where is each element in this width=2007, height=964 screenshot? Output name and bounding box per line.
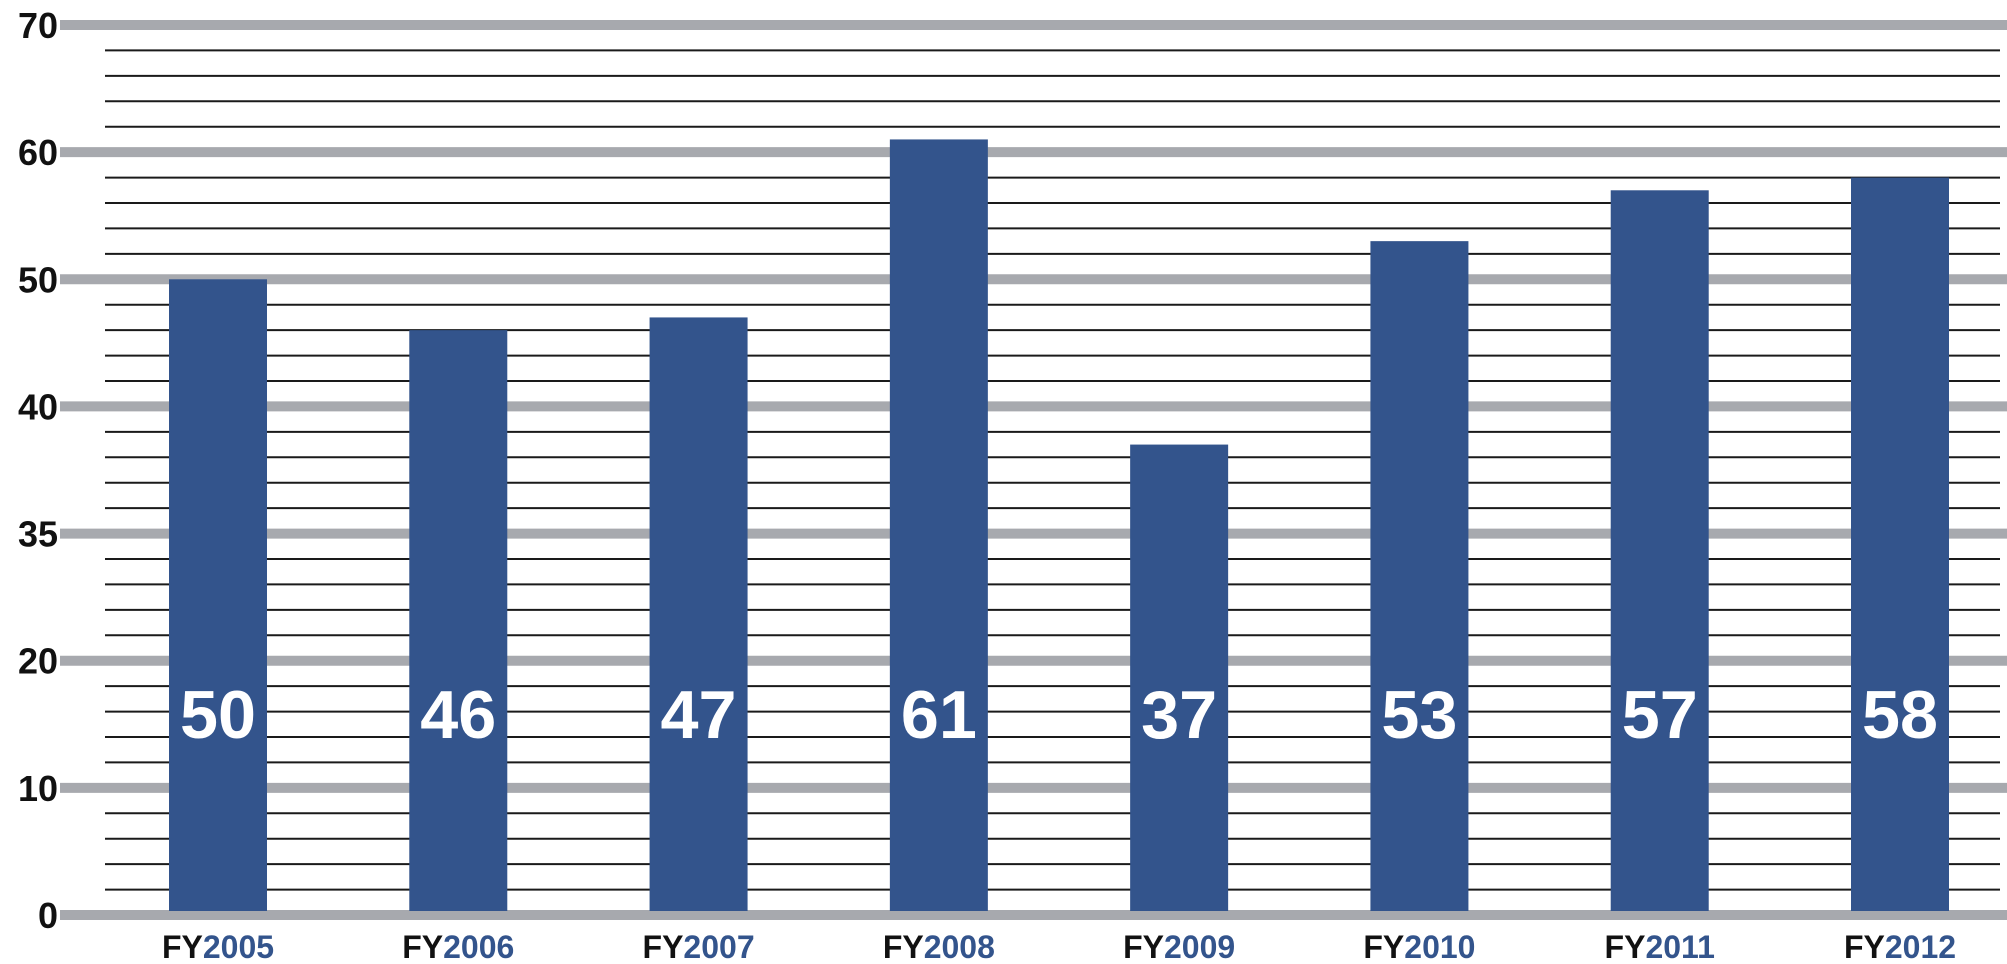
x-tick-year: 2006 — [443, 929, 514, 964]
y-tick-label: 50 — [18, 259, 58, 300]
bar-value-label: 53 — [1381, 677, 1457, 753]
bar — [1130, 444, 1229, 911]
minor-gridlines — [105, 49, 2000, 891]
bars — [169, 139, 1949, 912]
bar — [409, 330, 508, 912]
x-tick-label: FY2010 — [1363, 929, 1475, 964]
x-tick-prefix: FY — [1605, 929, 1646, 964]
bar — [169, 279, 267, 911]
x-tick-label: FY2008 — [883, 929, 995, 964]
bar — [1370, 241, 1469, 912]
y-tick-label: 70 — [18, 5, 58, 46]
x-tick-year: 2012 — [1885, 929, 1956, 964]
x-tick-prefix: FY — [162, 929, 203, 964]
x-tick-label: FY2005 — [162, 929, 274, 964]
bar-value-label: 47 — [661, 677, 737, 753]
y-tick-label: 0 — [38, 895, 58, 936]
y-tick-label: 35 — [18, 514, 58, 555]
bar-value-label: 37 — [1141, 677, 1217, 753]
y-tick-label: 20 — [18, 641, 58, 682]
x-tick-prefix: FY — [643, 929, 684, 964]
x-tick-prefix: FY — [1844, 929, 1885, 964]
major-gridlines — [60, 20, 2007, 920]
bar — [1851, 177, 1949, 912]
x-tick-label: FY2012 — [1844, 929, 1956, 964]
bar-value-label: 61 — [901, 677, 977, 753]
bar-value-label: 57 — [1622, 677, 1698, 753]
x-tick-year: 2008 — [924, 929, 995, 964]
x-tick-prefix: FY — [883, 929, 924, 964]
bar-value-labels: 50 46 47 61 37 53 57 58 — [180, 677, 1938, 753]
bar — [889, 139, 988, 911]
x-tick-year: 2005 — [203, 929, 274, 964]
bar-value-label: 50 — [180, 677, 256, 753]
x-tick-prefix: FY — [1363, 929, 1404, 964]
x-tick-prefix: FY — [402, 929, 443, 964]
bar-value-label: 58 — [1862, 677, 1938, 753]
y-tick-label: 40 — [18, 386, 58, 427]
bar — [649, 317, 748, 911]
y-axis-tick-labels: 0 10 20 35 40 50 60 70 — [18, 5, 58, 936]
y-tick-label: 60 — [18, 132, 58, 173]
bar — [1610, 190, 1709, 912]
x-tick-year: 2009 — [1164, 929, 1235, 964]
bar-value-label: 46 — [420, 677, 496, 753]
x-tick-year: 2007 — [683, 929, 754, 964]
x-tick-label: FY2007 — [643, 929, 755, 964]
y-tick-label: 10 — [18, 768, 58, 809]
x-tick-label: FY2009 — [1123, 929, 1235, 964]
x-tick-label: FY2011 — [1605, 929, 1715, 964]
x-axis-category-labels: FY2005 FY2006 FY2007 FY2008 FY2009 FY2010 FY20… — [162, 929, 1956, 964]
x-tick-year: 2010 — [1404, 929, 1475, 964]
x-tick-label: FY2006 — [402, 929, 514, 964]
x-tick-prefix: FY — [1123, 929, 1164, 964]
x-tick-year: 2011 — [1645, 929, 1714, 964]
